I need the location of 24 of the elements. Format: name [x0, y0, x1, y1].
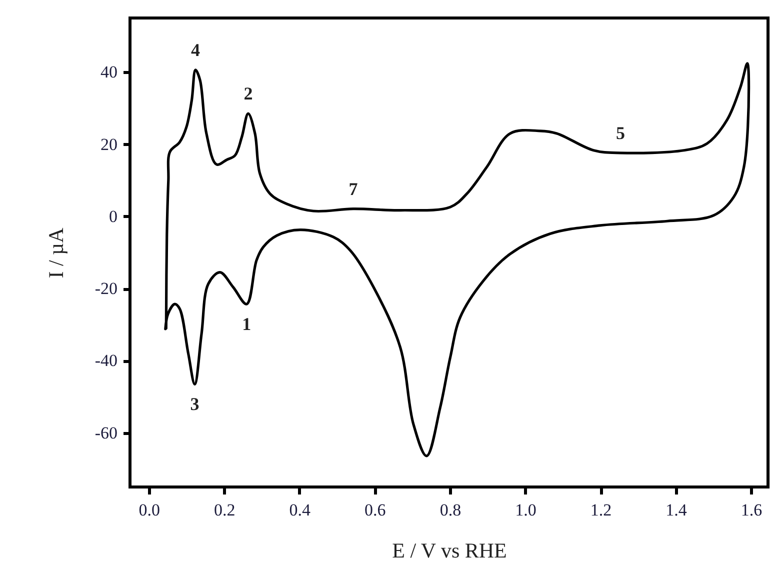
x-tick-label: 0.0	[138, 500, 160, 520]
y-tick-label: -20	[94, 279, 118, 298]
x-tick-label: 1.0	[515, 500, 536, 520]
annotation: 3	[190, 394, 200, 414]
annotation: 1	[242, 314, 252, 334]
x-tick-label: 1.6	[740, 500, 762, 520]
annotation: 5	[616, 122, 625, 143]
x-tick-label: 0.4	[289, 500, 312, 520]
line-series	[164, 62, 750, 458]
x-axis-title: E / V vs RHE	[392, 538, 507, 562]
x-tick-label: 1.4	[666, 500, 688, 520]
y-tick-label: 0	[109, 206, 118, 226]
y-tick-label: 40	[100, 62, 118, 82]
x-tick-label: 0.8	[440, 500, 462, 520]
y-axis-title: I / µA	[44, 226, 68, 278]
y-tick-label: -40	[94, 351, 118, 370]
x-tick-label: 0.6	[364, 500, 386, 520]
annotation: 4	[190, 40, 200, 60]
x-tick-label: 1.2	[590, 500, 612, 520]
annotation: 7	[348, 178, 358, 199]
y-tick-label: 20	[100, 134, 118, 154]
x-tick-label: 0.2	[214, 500, 236, 520]
annotation: 2	[244, 84, 253, 104]
y-tick-label: -60	[94, 423, 118, 442]
